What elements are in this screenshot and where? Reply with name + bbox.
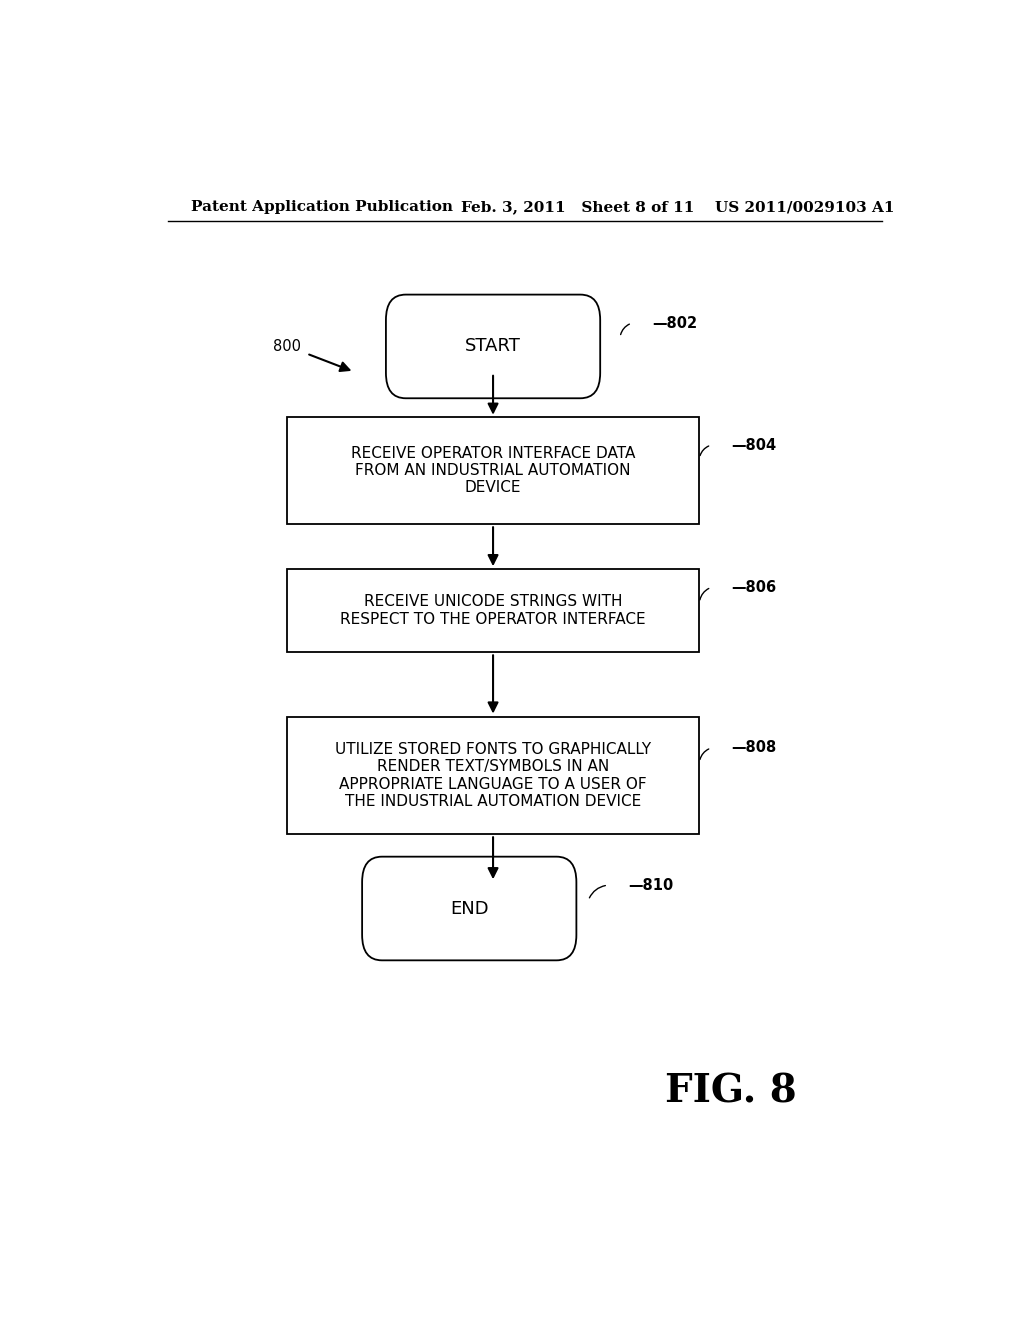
Text: RECEIVE UNICODE STRINGS WITH
RESPECT TO THE OPERATOR INTERFACE: RECEIVE UNICODE STRINGS WITH RESPECT TO … [340, 594, 646, 627]
Text: US 2011/0029103 A1: US 2011/0029103 A1 [715, 201, 895, 214]
Text: END: END [450, 899, 488, 917]
Text: START: START [465, 338, 521, 355]
Text: —802: —802 [652, 315, 697, 330]
Text: —806: —806 [731, 579, 776, 595]
Bar [287, 417, 699, 524]
Bar [287, 569, 699, 652]
Text: FIG. 8: FIG. 8 [666, 1072, 797, 1110]
Bar [287, 717, 699, 834]
Text: —810: —810 [628, 878, 673, 892]
FancyBboxPatch shape [362, 857, 577, 961]
Text: Patent Application Publication: Patent Application Publication [191, 201, 454, 214]
Text: Feb. 3, 2011   Sheet 8 of 11: Feb. 3, 2011 Sheet 8 of 11 [461, 201, 694, 214]
Text: —804: —804 [731, 437, 776, 453]
Text: 800: 800 [272, 339, 301, 354]
Text: —808: —808 [731, 741, 776, 755]
Text: RECEIVE OPERATOR INTERFACE DATA
FROM AN INDUSTRIAL AUTOMATION
DEVICE: RECEIVE OPERATOR INTERFACE DATA FROM AN … [351, 446, 635, 495]
FancyBboxPatch shape [386, 294, 600, 399]
Text: UTILIZE STORED FONTS TO GRAPHICALLY
RENDER TEXT/SYMBOLS IN AN
APPROPRIATE LANGUA: UTILIZE STORED FONTS TO GRAPHICALLY REND… [335, 742, 651, 809]
